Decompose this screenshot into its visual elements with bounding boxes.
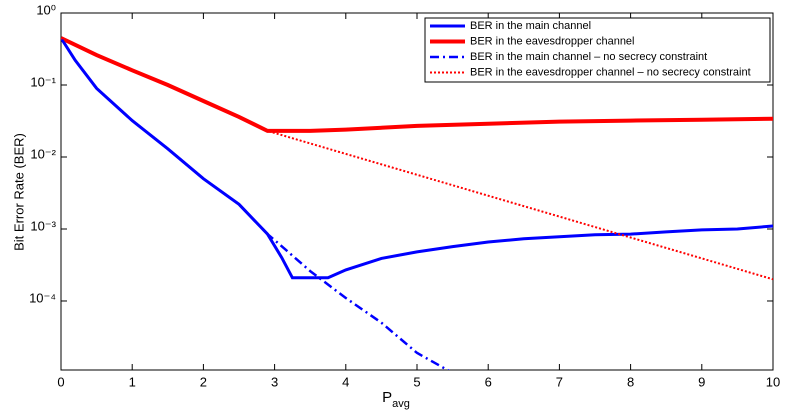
x-label-sub: avg [392, 398, 410, 410]
legend-label: BER in the eavesdropper channel – no sec… [470, 66, 751, 78]
series-line [61, 37, 773, 281]
series-line [61, 37, 450, 370]
y-tick-label: 10⁻² [30, 146, 56, 161]
y-tick-label: 10⁰ [36, 2, 56, 17]
legend-label: BER in the main channel [470, 20, 591, 32]
x-axis-label: Pavg [382, 389, 410, 410]
x-tick-label: 10 [766, 374, 780, 389]
y-axis-label: Bit Error Rate (BER) [11, 133, 26, 251]
x-tick-label: 3 [271, 374, 278, 389]
legend-box [424, 17, 771, 83]
y-tick-label: 10⁻¹ [30, 74, 56, 89]
x-tick-label: 7 [556, 374, 563, 389]
x-tick-label: 8 [627, 374, 634, 389]
y-tick-label: 10⁻⁴ [29, 290, 56, 305]
x-tick-label: 4 [342, 374, 349, 389]
x-tick-label: 5 [413, 374, 420, 389]
x-tick-label: 0 [57, 374, 64, 389]
x-tick-label: 1 [129, 374, 136, 389]
legend-label: BER in the main channel – no secrecy con… [470, 51, 707, 63]
x-label-main: P [382, 389, 392, 406]
x-tick-label: 6 [485, 374, 492, 389]
x-tick-label: 2 [200, 374, 207, 389]
x-tick-label: 9 [698, 374, 705, 389]
series-line [61, 36, 773, 133]
y-tick-label: 10⁻³ [30, 218, 56, 233]
legend-label: BER in the eavesdropper channel [470, 35, 635, 47]
